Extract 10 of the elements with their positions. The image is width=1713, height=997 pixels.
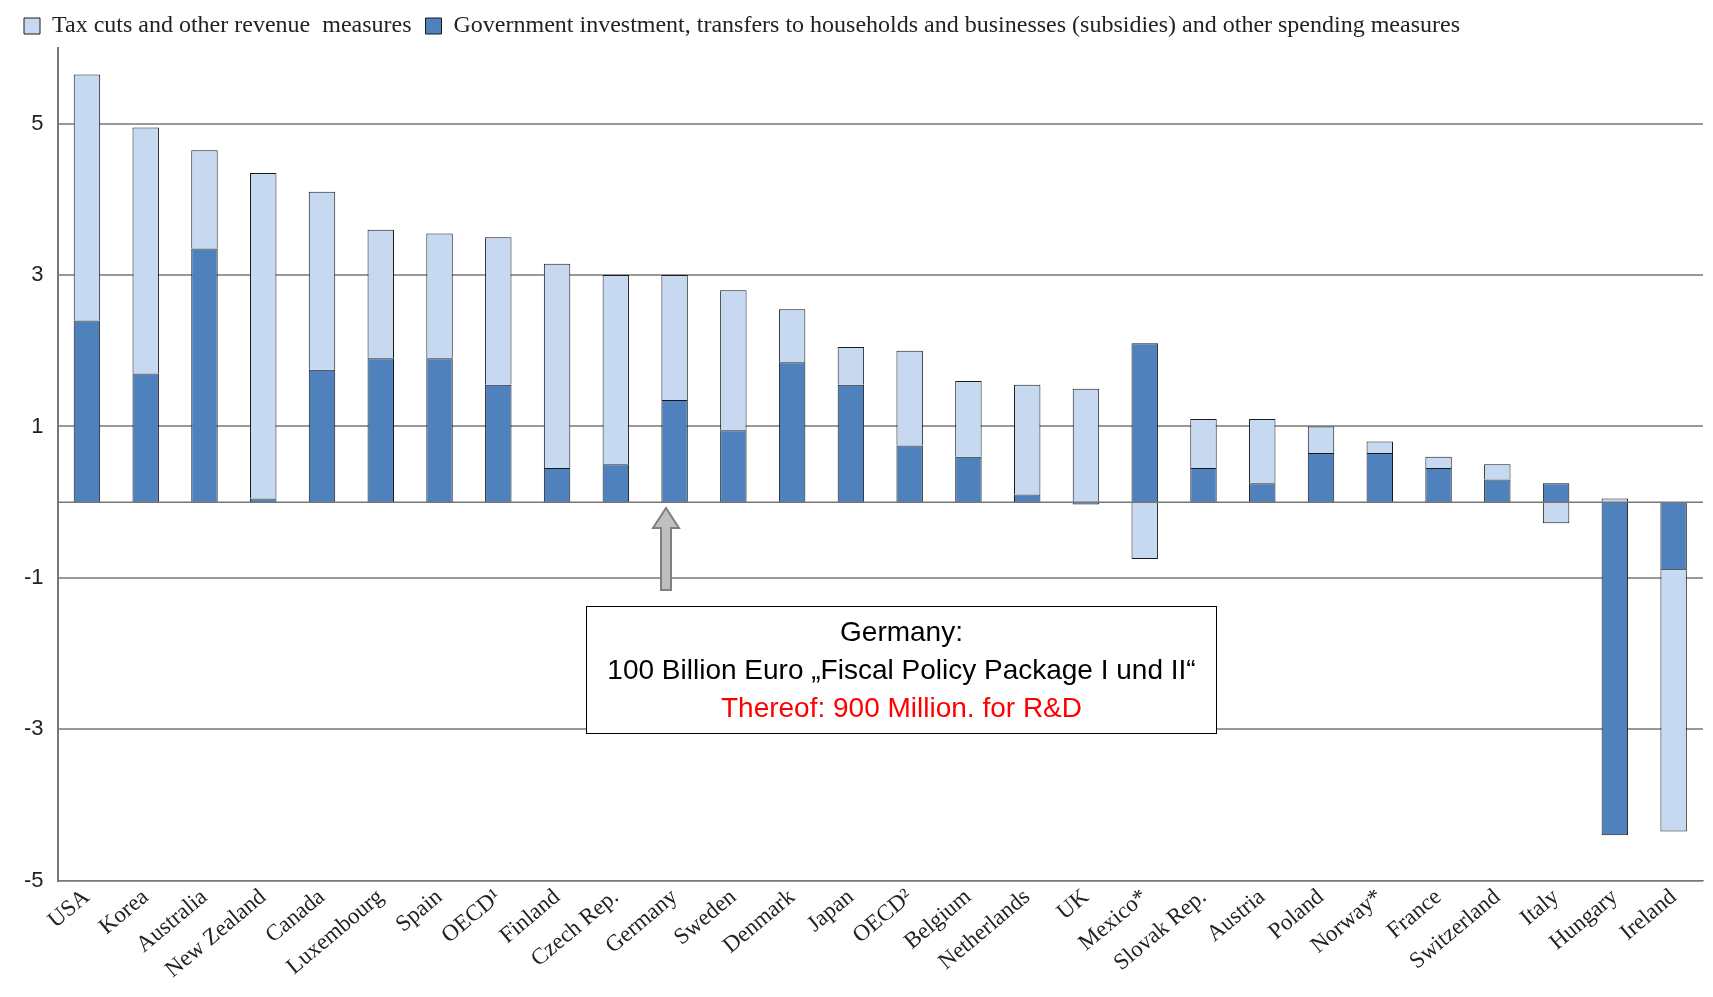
y-tick-label: 1 xyxy=(31,412,44,438)
y-tick-label: 5 xyxy=(31,109,44,135)
y-tick-label: 3 xyxy=(31,261,44,287)
y-tick-label: -5 xyxy=(24,866,44,892)
annotation: Germany: 100 Billion Euro „Fiscal Policy Package I und II“ Thereof: 900 Million. for R&D xyxy=(607,614,1196,725)
y-tick-label: -3 xyxy=(24,715,44,741)
legend-label: Tax cuts and other revenue measures xyxy=(52,11,412,38)
x-tick-label: USA xyxy=(42,883,95,933)
y-tick-label: -1 xyxy=(24,563,44,589)
legend-label: Government investment, transfers to households and businesses (subsidies) and other spending measures xyxy=(453,11,1460,38)
